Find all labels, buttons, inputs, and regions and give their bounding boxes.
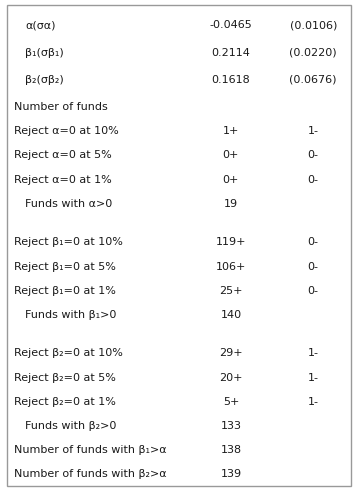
Text: Reject β₁=0 at 10%: Reject β₁=0 at 10% [14,237,123,247]
Text: Reject α=0 at 5%: Reject α=0 at 5% [14,151,112,161]
Text: 0-: 0- [308,175,319,185]
Text: 20+: 20+ [219,373,243,382]
Text: 25+: 25+ [219,286,243,296]
Text: 0-: 0- [308,151,319,161]
Text: Reject β₂=0 at 5%: Reject β₂=0 at 5% [14,373,116,382]
Text: Funds with α>0: Funds with α>0 [25,199,112,209]
Text: α(σα): α(σα) [25,20,55,30]
Text: 133: 133 [221,421,241,431]
Text: Funds with β₂>0: Funds with β₂>0 [25,421,116,431]
Text: Reject β₁=0 at 5%: Reject β₁=0 at 5% [14,262,116,272]
Text: Reject β₁=0 at 1%: Reject β₁=0 at 1% [14,286,116,296]
Text: -0.0465: -0.0465 [209,20,252,30]
Text: β₂(σβ₂): β₂(σβ₂) [25,75,64,85]
Text: 138: 138 [220,445,242,455]
Text: 0.2114: 0.2114 [212,48,250,57]
Text: 5+: 5+ [223,397,239,407]
Text: 19: 19 [224,199,238,209]
Text: (0.0220): (0.0220) [289,48,337,57]
Text: 0-: 0- [308,237,319,247]
Text: 29+: 29+ [219,349,243,358]
Text: 139: 139 [220,469,242,479]
Text: (0.0106): (0.0106) [290,20,337,30]
Text: 0+: 0+ [223,175,239,185]
Text: 1-: 1- [308,126,319,136]
Text: 0.1618: 0.1618 [212,75,250,85]
Text: Reject β₂=0 at 1%: Reject β₂=0 at 1% [14,397,116,407]
Text: 106+: 106+ [216,262,246,272]
Text: β₁(σβ₁): β₁(σβ₁) [25,48,64,57]
Text: 1-: 1- [308,349,319,358]
Text: 0+: 0+ [223,151,239,161]
Text: Number of funds with β₂>α: Number of funds with β₂>α [14,469,167,479]
Text: Reject β₂=0 at 10%: Reject β₂=0 at 10% [14,349,123,358]
Text: 0-: 0- [308,286,319,296]
Text: Number of funds: Number of funds [14,102,108,112]
Text: Funds with β₁>0: Funds with β₁>0 [25,310,116,320]
Text: 0-: 0- [308,262,319,272]
Text: Reject α=0 at 1%: Reject α=0 at 1% [14,175,112,185]
Text: (0.0676): (0.0676) [290,75,337,85]
Text: Number of funds with β₁>α: Number of funds with β₁>α [14,445,167,455]
Text: 1-: 1- [308,373,319,382]
Text: 119+: 119+ [216,237,246,247]
Text: Reject α=0 at 10%: Reject α=0 at 10% [14,126,119,136]
Text: 1-: 1- [308,397,319,407]
Text: 1+: 1+ [223,126,239,136]
Text: 140: 140 [220,310,242,320]
